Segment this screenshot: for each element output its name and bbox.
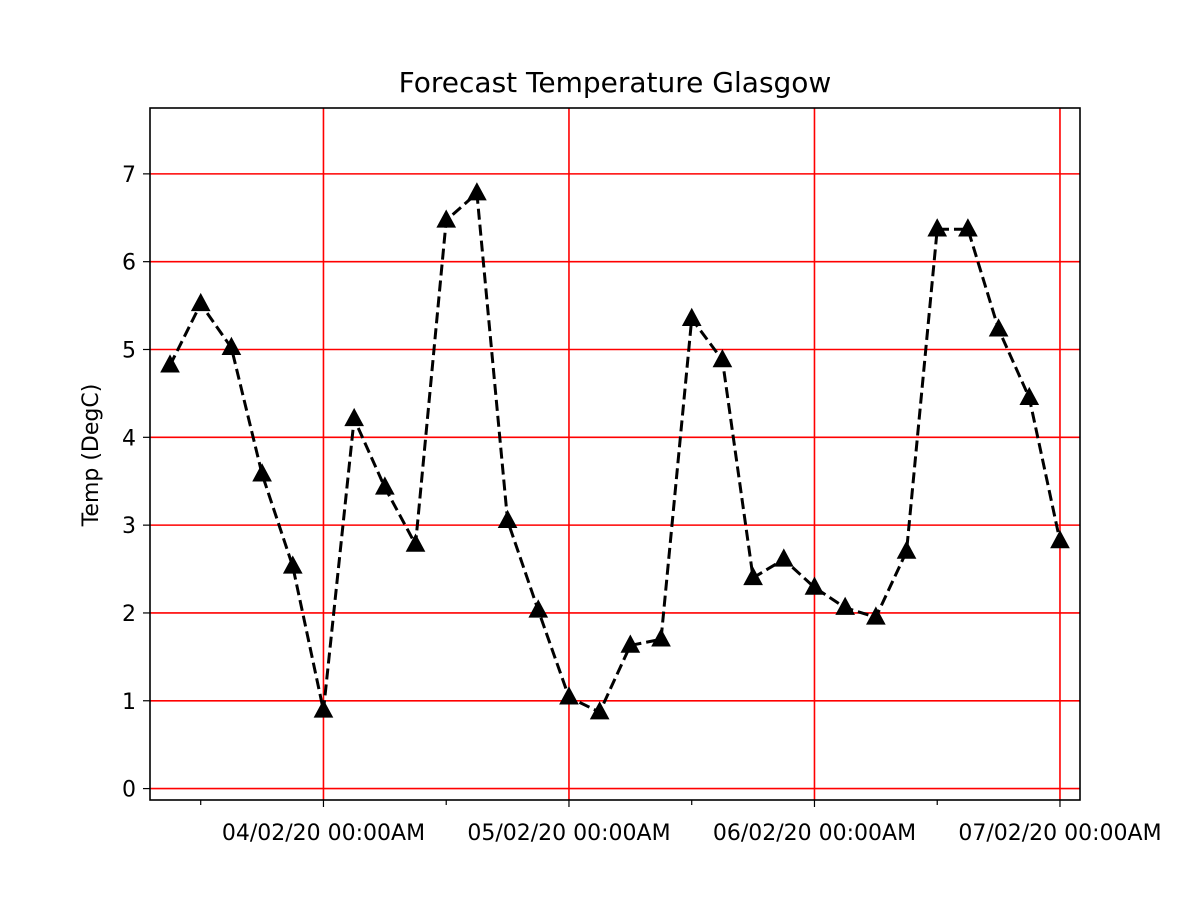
series-group xyxy=(160,182,1070,720)
data-point xyxy=(835,596,855,615)
data-point xyxy=(497,509,518,528)
data-point xyxy=(743,566,763,586)
data-point xyxy=(252,463,272,482)
y-tick-label: 2 xyxy=(122,602,136,627)
y-tick-label: 0 xyxy=(122,778,136,803)
data-point xyxy=(773,548,794,567)
data-point xyxy=(1019,386,1040,406)
y-tick-label: 3 xyxy=(122,514,136,539)
x-tick-label: 04/02/20 00:00AM xyxy=(222,821,425,846)
data-point xyxy=(681,307,702,327)
data-point xyxy=(190,292,211,312)
data-point xyxy=(927,218,948,237)
y-tick-label: 7 xyxy=(122,163,136,188)
chart-title: Forecast Temperature Glasgow xyxy=(399,66,832,99)
data-point xyxy=(804,576,825,595)
data-point xyxy=(589,701,610,720)
data-point xyxy=(620,634,641,653)
data-point xyxy=(559,686,579,705)
data-point xyxy=(651,628,671,647)
y-tick-label: 1 xyxy=(122,690,136,715)
data-point xyxy=(405,533,426,552)
data-point xyxy=(282,555,303,574)
x-tick-label: 07/02/20 00:00AM xyxy=(958,821,1161,846)
x-tick-label: 05/02/20 00:00AM xyxy=(467,821,670,846)
y-tick-label: 6 xyxy=(122,251,136,276)
label-group: 0 1 2 3 4 5 6 7 04/02/20 00:00AM 05/02/20 00:00AM… xyxy=(122,163,1162,846)
data-point xyxy=(866,606,886,625)
y-axis-label: Temp (DegC) xyxy=(79,384,104,528)
data-point xyxy=(313,699,334,718)
data-point xyxy=(160,354,180,373)
series-line xyxy=(168,190,1062,715)
data-point xyxy=(436,209,457,228)
data-point xyxy=(1050,529,1070,549)
y-tick-label: 5 xyxy=(122,338,136,363)
data-point xyxy=(467,182,487,201)
grid xyxy=(150,108,1080,800)
data-point xyxy=(375,476,395,495)
data-point xyxy=(528,599,549,618)
axes xyxy=(143,107,1081,807)
data-point xyxy=(958,218,978,237)
data-point xyxy=(344,407,364,427)
data-point xyxy=(712,349,733,368)
data-point xyxy=(896,540,917,559)
plot-frame xyxy=(149,107,1081,801)
y-tick-label: 4 xyxy=(122,426,136,451)
x-tick-label: 06/02/20 00:00AM xyxy=(713,821,916,846)
data-point xyxy=(988,318,1009,337)
data-point xyxy=(221,336,242,355)
